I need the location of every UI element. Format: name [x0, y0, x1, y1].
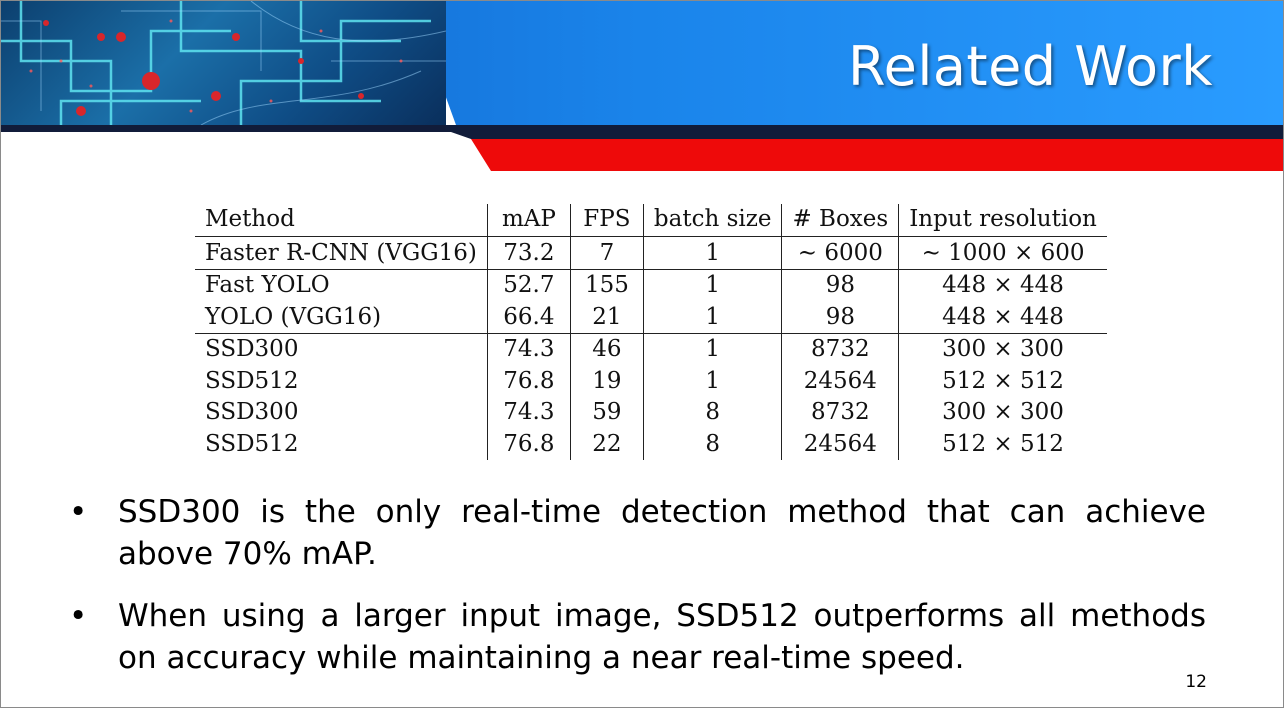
cell-method: Faster R-CNN (VGG16) [195, 236, 488, 270]
bullet-icon: • [69, 598, 88, 634]
cell-map: 76.8 [486, 428, 571, 460]
cell-method: SSD512 [205, 367, 299, 394]
header-fps: FPS [569, 204, 644, 237]
cell-input-resolution: 300 × 300 [898, 397, 1107, 429]
cell-input-resolution: ∼ 1000 × 600 [898, 236, 1107, 270]
cell-boxes: 24564 [781, 365, 899, 397]
table-row: Faster R-CNN (VGG16) 73.2 7 1 ∼ 6000 ∼ 1… [195, 236, 1107, 270]
results-table: Method mAP FPS batch size # Boxes Input … [195, 204, 1107, 460]
cell-fps: 59 [569, 397, 644, 429]
cell-boxes: 98 [781, 301, 899, 334]
table-header-row: Method mAP FPS batch size # Boxes Input … [195, 204, 1107, 237]
cell-map: 74.3 [486, 333, 571, 366]
cell-method: SSD300 [205, 399, 299, 425]
circuit-board-graphic [1, 1, 447, 126]
table-row: YOLO (VGG16) 66.4 21 1 98 448 × 448 [195, 301, 1107, 334]
cell-map: 52.7 [486, 269, 571, 302]
cell-fps: 19 [569, 365, 644, 397]
cell-method: SSD512 [205, 430, 299, 457]
page-number: 12 [1185, 672, 1207, 692]
bullet-icon: • [69, 494, 88, 530]
cell-boxes: 98 [781, 269, 899, 302]
cell-batch-size: 1 [642, 333, 782, 366]
header-blue-band [411, 1, 1283, 125]
bullet-item: • When using a larger input image, SSD51… [69, 595, 1206, 679]
cell-map: 66.4 [486, 301, 571, 334]
slide-title: Related Work [848, 35, 1213, 98]
cell-method: SSD300 [205, 336, 299, 362]
header-map: mAP [486, 204, 571, 237]
cell-boxes: 8732 [781, 397, 899, 429]
cell-batch-size: 8 [642, 397, 782, 429]
cell-boxes: 24564 [781, 428, 899, 460]
circuit-board-icon [1, 1, 447, 126]
table-row: SSD512 76.8 22 8 24564 512 × 512 [195, 428, 1107, 460]
bullet-list: • SSD300 is the only real-time detection… [69, 491, 1206, 699]
cell-boxes: 8732 [781, 333, 899, 366]
cell-input-resolution: 448 × 448 [898, 301, 1107, 334]
header-method: Method [195, 204, 488, 237]
cell-fps: 155 [569, 269, 644, 302]
table-row: SSD300 74.3 59 8 8732 300 × 300 [195, 397, 1107, 429]
table-row: SSD300 74.3 46 1 8732 300 × 300 [195, 333, 1107, 366]
header-batch-size: batch size [642, 204, 782, 237]
header-boxes: # Boxes [781, 204, 899, 237]
bullet-text: SSD300 is the only real-time detection m… [118, 494, 1206, 572]
bullet-item: • SSD300 is the only real-time detection… [69, 491, 1206, 575]
cell-batch-size: 8 [642, 428, 782, 460]
cell-fps: 22 [569, 428, 644, 460]
cell-batch-size: 1 [642, 269, 782, 302]
cell-batch-size: 1 [642, 301, 782, 334]
cell-input-resolution: 512 × 512 [898, 428, 1107, 460]
cell-input-resolution: 512 × 512 [898, 365, 1107, 397]
cell-boxes: ∼ 6000 [781, 236, 899, 270]
slide-header: Related Work [1, 1, 1283, 173]
cell-method: Fast YOLO [205, 272, 330, 298]
cell-method: YOLO (VGG16) [195, 301, 488, 334]
cell-map: 74.3 [486, 397, 571, 429]
cell-batch-size: 1 [642, 236, 782, 270]
cell-fps: 7 [569, 236, 644, 270]
bullet-text: When using a larger input image, SSD512 … [118, 598, 1206, 676]
cell-map: 73.2 [486, 236, 571, 270]
cell-fps: 46 [569, 333, 644, 366]
table-row: Fast YOLO 52.7 155 1 98 448 × 448 [195, 269, 1107, 302]
cell-batch-size: 1 [642, 365, 782, 397]
header-red-stripe [471, 139, 1283, 171]
header-input-resolution: Input resolution [898, 204, 1107, 237]
cell-map: 76.8 [486, 365, 571, 397]
table-row: SSD512 76.8 19 1 24564 512 × 512 [195, 365, 1107, 397]
cell-input-resolution: 300 × 300 [898, 333, 1107, 366]
cell-input-resolution: 448 × 448 [898, 269, 1107, 302]
cell-fps: 21 [569, 301, 644, 334]
